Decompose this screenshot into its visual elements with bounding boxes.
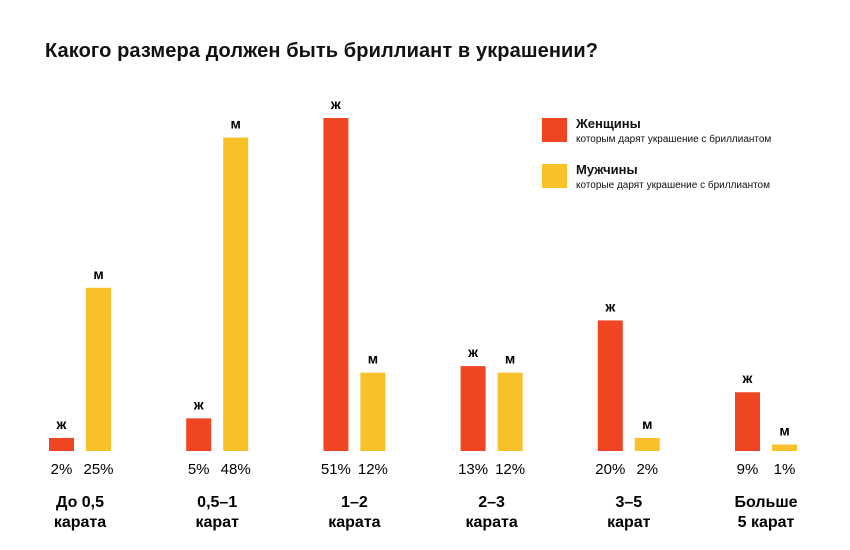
bar-marker-women-5: ж: [604, 298, 616, 314]
category-label-2-line-2: карат: [195, 514, 239, 531]
value-label-women-6: 9%: [737, 461, 759, 478]
legend-item-women: Женщины которым дарят украшение с брилли…: [542, 116, 832, 162]
bar-men-5: [634, 437, 660, 451]
bar-men-2: [223, 137, 249, 451]
bar-marker-women-3: ж: [330, 96, 342, 112]
category-label-4-line-1: 2–3: [478, 494, 505, 511]
legend: Женщины которым дарят украшение с брилли…: [542, 116, 832, 208]
bar-marker-men-2: м: [231, 116, 241, 132]
bar-marker-men-3: м: [368, 351, 378, 367]
value-label-women-1: 2%: [51, 461, 73, 478]
legend-desc-women: которым дарят украшение с бриллиантом: [576, 134, 772, 145]
category-label-6-line-2: 5 карат: [738, 514, 795, 531]
value-label-men-3: 12%: [358, 461, 388, 478]
bar-women-2: [186, 418, 212, 451]
legend-item-men: Мужчины которые дарят украшение с брилли…: [542, 162, 832, 208]
legend-name-men: Мужчины: [576, 162, 638, 177]
bar-marker-men-5: м: [642, 416, 652, 432]
value-label-men-5: 2%: [636, 461, 658, 478]
legend-desc-men: которые дарят украшение с бриллиантом: [576, 180, 770, 191]
category-label-6-line-1: Больше: [734, 494, 797, 511]
legend-swatch-women: [542, 118, 567, 142]
value-label-women-5: 20%: [595, 461, 625, 478]
bar-women-1: [49, 437, 74, 451]
category-label-4-line-2: карата: [465, 514, 517, 531]
value-label-men-2: 48%: [221, 461, 251, 478]
bar-women-3: [323, 118, 349, 451]
bar-marker-men-1: м: [93, 266, 103, 282]
value-label-women-4: 13%: [458, 461, 488, 478]
bar-marker-women-2: ж: [193, 396, 205, 412]
category-label-1-line-2: карата: [54, 514, 106, 531]
bar-women-4: [460, 366, 486, 451]
category-label-5-line-2: карат: [607, 514, 651, 531]
bar-men-1: [86, 287, 111, 451]
bar-men-6: [772, 444, 797, 451]
value-label-women-3: 51%: [321, 461, 351, 478]
category-label-2-line-1: 0,5–1: [197, 494, 237, 511]
bar-marker-women-6: ж: [742, 370, 754, 386]
bar-women-6: [735, 392, 760, 451]
bar-women-5: [597, 320, 623, 451]
chart-title: Какого размера должен быть бриллиант в у…: [45, 40, 599, 62]
bar-men-3: [360, 372, 386, 451]
bar-men-4: [497, 372, 523, 451]
bar-marker-women-1: ж: [56, 416, 68, 432]
value-label-men-1: 25%: [83, 461, 113, 478]
bar-marker-women-4: ж: [467, 344, 479, 360]
category-label-1-line-1: До 0,5: [56, 494, 104, 511]
value-label-men-6: 1%: [774, 461, 796, 478]
bar-marker-men-4: м: [505, 351, 515, 367]
value-label-women-2: 5%: [188, 461, 210, 478]
category-label-3-line-2: карата: [328, 514, 380, 531]
value-label-men-4: 12%: [495, 461, 525, 478]
category-label-5-line-1: 3–5: [615, 494, 642, 511]
legend-swatch-men: [542, 164, 567, 188]
category-label-3-line-1: 1–2: [341, 494, 368, 511]
legend-name-women: Женщины: [576, 116, 641, 131]
bar-marker-men-6: м: [779, 422, 789, 438]
